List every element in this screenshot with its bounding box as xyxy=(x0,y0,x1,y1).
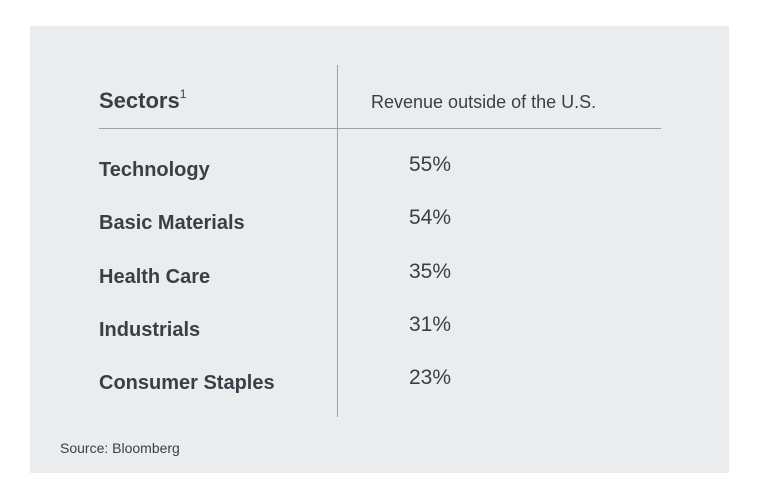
row-label: Basic Materials xyxy=(99,212,245,235)
source-note: Source: Bloomberg xyxy=(60,440,180,456)
row-value: 23% xyxy=(408,366,452,390)
row-value: 55% xyxy=(408,153,452,176)
footnote-marker: 1 xyxy=(179,86,187,101)
row-value: 35% xyxy=(408,259,452,283)
column-header-sectors-label: Sectors xyxy=(99,88,180,113)
row-label: Health Care xyxy=(99,265,211,288)
row-label: Technology xyxy=(99,159,210,181)
column-header-sectors: Sectors1 xyxy=(99,86,187,114)
row-value: 54% xyxy=(408,206,452,230)
table-panel: Sectors1 Revenue outside of the U.S. Tec… xyxy=(30,26,729,473)
row-value: 31% xyxy=(408,312,452,336)
header-divider xyxy=(99,128,661,129)
row-label: Industrials xyxy=(99,318,201,341)
column-header-revenue: Revenue outside of the U.S. xyxy=(371,92,597,112)
column-divider xyxy=(337,65,338,417)
row-label: Consumer Staples xyxy=(99,372,275,395)
